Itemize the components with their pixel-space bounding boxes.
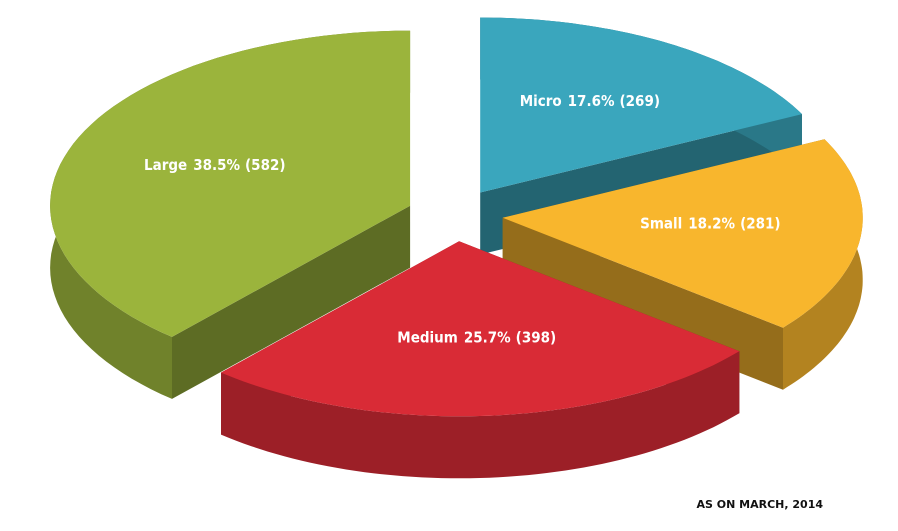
- data-label: Micro 17.6% (269): [520, 92, 660, 110]
- annotation: AS ON MARCH, 2014: [697, 498, 824, 511]
- slice: Small 18.2% (281): [502, 139, 863, 390]
- slice-side: [172, 205, 411, 399]
- slice: Medium 25.7% (398): [221, 241, 740, 479]
- slice-top: [502, 139, 863, 328]
- value-label: 17.6%: [568, 92, 615, 110]
- slice-top: [50, 30, 411, 337]
- data-label: Large 38.5% (582): [144, 156, 286, 174]
- value-label: 38.5%: [193, 156, 240, 174]
- count-label: (398): [516, 328, 557, 346]
- category-label: Large: [144, 156, 187, 174]
- data-label: Medium 25.7% (398): [397, 328, 556, 346]
- value-label: 25.7%: [464, 328, 511, 346]
- category-label: Medium: [397, 328, 458, 346]
- slice: Large 38.5% (582): [50, 30, 411, 399]
- slice-top: [221, 241, 740, 417]
- data-label: Small 18.2% (281): [640, 215, 780, 233]
- count-label: (582): [245, 156, 286, 174]
- category-label: Small: [640, 215, 682, 233]
- slice-top: [480, 17, 802, 193]
- value-label: 18.2%: [688, 215, 735, 233]
- count-label: (281): [740, 215, 781, 233]
- slice-side: [221, 351, 740, 479]
- count-label: (269): [620, 92, 661, 110]
- category-label: Micro: [520, 92, 562, 110]
